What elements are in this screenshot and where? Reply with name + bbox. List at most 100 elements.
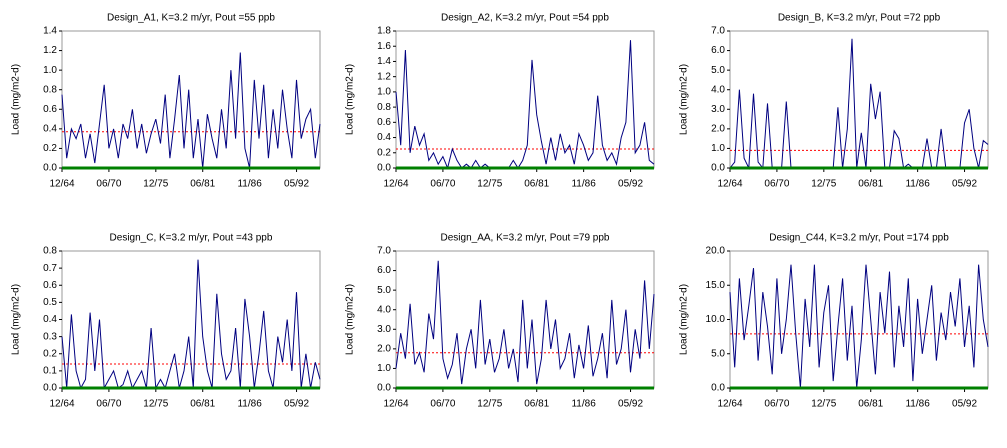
x-tick-label: 11/86 <box>905 179 930 190</box>
y-tick-label: 0.8 <box>43 246 57 257</box>
x-tick-label: 12/64 <box>717 179 742 190</box>
y-tick-label: 0.0 <box>377 163 391 174</box>
x-tick-label: 06/81 <box>524 179 549 190</box>
y-tick-label: 7.0 <box>377 246 391 257</box>
y-tick-label: 6.0 <box>711 45 725 56</box>
y-tick-label: 3.0 <box>377 324 391 335</box>
x-tick-label: 11/86 <box>905 399 930 410</box>
y-tick-label: 0.4 <box>377 132 391 143</box>
x-tick-label: 05/92 <box>952 179 977 190</box>
y-tick-label: 0.2 <box>43 348 57 359</box>
x-tick-label: 06/70 <box>96 399 121 410</box>
y-axis-label: Load (mg/m2-d) <box>345 284 356 355</box>
y-tick-label: 1.0 <box>377 363 391 374</box>
chart-title: Design_C44, K=3.2 m/yr, Pout =174 ppb <box>769 233 949 244</box>
x-tick-label: 05/92 <box>284 179 309 190</box>
x-tick-label: 05/92 <box>618 179 643 190</box>
chart-title: Design_A2, K=3.2 m/yr, Pout =54 ppb <box>441 13 609 24</box>
y-tick-label: 1.0 <box>711 143 725 154</box>
x-tick-label: 12/64 <box>49 399 74 410</box>
x-tick-label: 06/81 <box>190 399 215 410</box>
x-tick-label: 12/64 <box>383 399 408 410</box>
chart-title: Design_C, K=3.2 m/yr, Pout =43 ppb <box>110 233 273 244</box>
x-tick-label: 12/64 <box>49 179 74 190</box>
x-tick-label: 06/70 <box>764 179 789 190</box>
x-tick-label: 12/75 <box>477 179 502 190</box>
plot-area <box>395 30 655 169</box>
x-tick-label: 06/70 <box>764 399 789 410</box>
x-tick-label: 12/64 <box>383 179 408 190</box>
y-axis-label: Load (mg/m2-d) <box>679 64 690 135</box>
data-line <box>729 264 989 389</box>
chart-title: Design_AA, K=3.2 m/yr, Pout =79 ppb <box>441 233 610 244</box>
x-tick-label: 12/64 <box>717 399 742 410</box>
y-tick-label: 0.5 <box>43 297 57 308</box>
y-tick-label: 0.2 <box>377 147 391 158</box>
y-tick-label: 1.0 <box>43 65 57 76</box>
y-tick-label: 1.4 <box>377 56 391 67</box>
y-tick-label: 2.0 <box>711 123 725 134</box>
x-tick-label: 11/86 <box>237 179 262 190</box>
x-tick-label: 11/86 <box>237 399 262 410</box>
y-tick-label: 0.8 <box>43 84 57 95</box>
y-tick-label: 5.0 <box>711 348 725 359</box>
x-tick-label: 05/92 <box>618 399 643 410</box>
x-tick-label: 12/75 <box>143 179 168 190</box>
data-line <box>61 52 321 169</box>
chart-title: Design_B, K=3.2 m/yr, Pout =72 ppb <box>778 13 941 24</box>
y-tick-label: 1.4 <box>43 26 57 37</box>
y-tick-label: 1.2 <box>43 45 57 56</box>
y-tick-label: 0.6 <box>43 280 57 291</box>
x-tick-label: 05/92 <box>952 399 977 410</box>
y-tick-label: 5.0 <box>377 285 391 296</box>
x-tick-label: 06/81 <box>858 179 883 190</box>
x-tick-label: 05/92 <box>284 399 309 410</box>
data-line <box>395 260 655 385</box>
x-tick-label: 06/81 <box>190 179 215 190</box>
x-tick-label: 06/81 <box>524 399 549 410</box>
x-tick-label: 12/75 <box>811 399 836 410</box>
y-tick-label: 0.0 <box>711 383 725 394</box>
y-tick-label: 6.0 <box>377 265 391 276</box>
chart-title: Design_A1, K=3.2 m/yr, Pout =55 ppb <box>107 13 275 24</box>
y-tick-label: 1.6 <box>377 41 391 52</box>
y-tick-label: 0.7 <box>43 263 57 274</box>
y-axis-label: Load (mg/m2-d) <box>11 64 22 135</box>
y-tick-label: 4.0 <box>377 304 391 315</box>
y-axis-label: Load (mg/m2-d) <box>11 284 22 355</box>
y-tick-label: 0.8 <box>377 102 391 113</box>
y-tick-label: 0.6 <box>43 104 57 115</box>
y-tick-label: 0.0 <box>43 383 57 394</box>
y-tick-label: 0.3 <box>43 331 57 342</box>
x-tick-label: 12/75 <box>143 399 168 410</box>
x-tick-label: 12/75 <box>477 399 502 410</box>
y-tick-label: 0.4 <box>43 123 57 134</box>
y-tick-label: 15.0 <box>706 280 726 291</box>
data-line <box>729 38 989 170</box>
y-axis-label: Load (mg/m2-d) <box>345 64 356 135</box>
y-tick-label: 0.1 <box>43 366 57 377</box>
y-tick-label: 20.0 <box>706 246 726 257</box>
y-axis-label: Load (mg/m2-d) <box>679 284 690 355</box>
y-tick-label: 0.6 <box>377 117 391 128</box>
x-tick-label: 06/70 <box>430 399 455 410</box>
x-tick-label: 12/75 <box>811 179 836 190</box>
y-tick-label: 10.0 <box>706 314 726 325</box>
y-tick-label: 1.8 <box>377 26 391 37</box>
y-tick-label: 0.0 <box>711 163 725 174</box>
data-line <box>61 259 321 390</box>
y-tick-label: 2.0 <box>377 343 391 354</box>
y-tick-label: 7.0 <box>711 26 725 37</box>
x-tick-label: 11/86 <box>571 399 596 410</box>
x-tick-label: 11/86 <box>571 179 596 190</box>
y-tick-label: 5.0 <box>711 65 725 76</box>
y-tick-label: 3.0 <box>711 104 725 115</box>
x-tick-label: 06/81 <box>858 399 883 410</box>
y-tick-label: 0.0 <box>377 383 391 394</box>
y-tick-label: 0.0 <box>43 163 57 174</box>
y-tick-label: 4.0 <box>711 84 725 95</box>
x-tick-label: 06/70 <box>430 179 455 190</box>
y-tick-label: 1.0 <box>377 87 391 98</box>
